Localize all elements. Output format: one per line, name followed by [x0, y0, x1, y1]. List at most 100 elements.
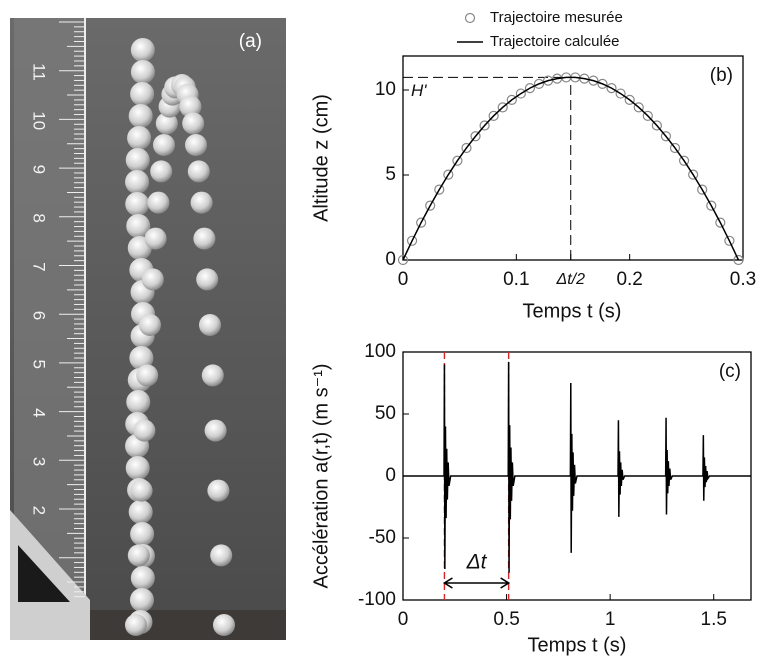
x-tick-label: 1.5 — [701, 609, 727, 630]
ruler-label: 6 — [30, 311, 49, 320]
legend-marker — [464, 12, 476, 24]
y-tick-label: 100 — [364, 341, 396, 362]
ball — [125, 614, 147, 636]
data-point — [669, 142, 681, 154]
interval-label: Δt — [466, 551, 488, 574]
data-point — [633, 102, 644, 113]
data-point — [443, 169, 454, 180]
ruler-label: 4 — [30, 408, 49, 417]
ball — [185, 134, 207, 156]
ball — [125, 456, 150, 480]
data-point — [524, 83, 536, 94]
data-point — [434, 184, 445, 195]
ball — [141, 268, 164, 291]
data-point — [479, 120, 490, 131]
x-tick-label: 0.1 — [503, 269, 529, 290]
data-point — [588, 75, 599, 86]
plot-frame — [402, 55, 744, 261]
ball — [128, 500, 153, 524]
data-point — [497, 102, 508, 113]
ball — [153, 134, 175, 156]
data-point — [425, 200, 436, 211]
ball — [204, 419, 227, 442]
legend-label: Trajectoire calculée — [490, 33, 620, 50]
y-axis-label: Altitude z (cm) — [310, 94, 332, 222]
reference-label: H' — [411, 81, 427, 100]
x-tick-label: 0.5 — [493, 609, 519, 630]
data-point — [688, 169, 699, 180]
data-point — [597, 78, 608, 89]
data-point — [470, 131, 481, 142]
ball — [179, 95, 202, 118]
ball — [155, 112, 178, 135]
ball — [187, 160, 210, 183]
panel-label: (c) — [719, 361, 741, 382]
data-point — [488, 110, 499, 121]
ball — [193, 227, 216, 250]
ruler-label: 3 — [30, 457, 49, 466]
ball — [144, 227, 167, 250]
x-tick-label: 0.3 — [730, 269, 756, 290]
ball — [207, 479, 230, 502]
floor — [86, 610, 286, 640]
panel-label: (a) — [239, 31, 262, 52]
data-point — [515, 88, 526, 99]
ball — [126, 214, 151, 238]
data-point — [715, 217, 726, 228]
ruler-label: 11 — [30, 63, 49, 81]
ruler-corner — [10, 510, 90, 640]
ruler-label: 10 — [30, 111, 49, 130]
y-axis-label: Accélération a(r,t) (m s⁻¹) — [310, 363, 332, 588]
y-tick-label: -50 — [369, 527, 396, 548]
x-axis-label: Temps t (s) — [528, 634, 627, 656]
x-tick-label: 0 — [398, 269, 409, 290]
chart: 0 0.5 1 1.5 -100 -50 0 50 100 (c) Δt — [358, 341, 752, 630]
ball — [129, 588, 154, 612]
ball — [126, 390, 151, 414]
x-axis-label: Temps t (s) — [523, 300, 622, 322]
x-tick-label: 0.2 — [616, 269, 642, 290]
ball — [127, 126, 152, 150]
data-point — [706, 200, 717, 211]
ruler-corner-hole — [18, 545, 70, 602]
ball — [125, 192, 150, 216]
data-line — [402, 76, 740, 261]
chart: 0 0.1 Δt/2 0.2 0.3 0 5 10 (b) H' Trajectoire mesur… — [375, 9, 756, 290]
ball — [130, 38, 155, 62]
ball — [201, 364, 224, 387]
y-tick-label: 5 — [385, 164, 396, 185]
data-point — [660, 131, 672, 142]
ball — [196, 268, 219, 291]
y-tick-label: 0 — [385, 249, 396, 270]
ball — [125, 148, 150, 172]
ruler-label: 5 — [30, 359, 49, 368]
data-point — [406, 235, 418, 246]
data-point — [416, 217, 427, 228]
ball — [210, 544, 233, 567]
ball — [130, 479, 153, 502]
ball — [128, 104, 153, 128]
x-tick-label: Δt/2 — [555, 271, 585, 288]
data-point — [678, 155, 690, 166]
data-point — [697, 184, 708, 195]
ruler-label: 9 — [30, 165, 49, 174]
y-tick-label: 10 — [375, 79, 396, 100]
data-point — [606, 83, 617, 94]
ball — [130, 566, 155, 590]
ruler-label: 8 — [30, 213, 49, 222]
data-point — [533, 78, 545, 89]
data-line — [403, 361, 751, 573]
data-point — [624, 94, 635, 105]
ball — [213, 614, 235, 636]
ball — [125, 170, 150, 194]
ball — [136, 364, 159, 387]
ball — [133, 419, 156, 442]
ball — [130, 522, 155, 546]
ball — [127, 544, 150, 567]
ball — [199, 314, 221, 336]
data-point — [397, 254, 409, 266]
ruler-label: 7 — [30, 262, 49, 271]
panel-label: (b) — [710, 65, 733, 86]
ball — [130, 60, 155, 84]
